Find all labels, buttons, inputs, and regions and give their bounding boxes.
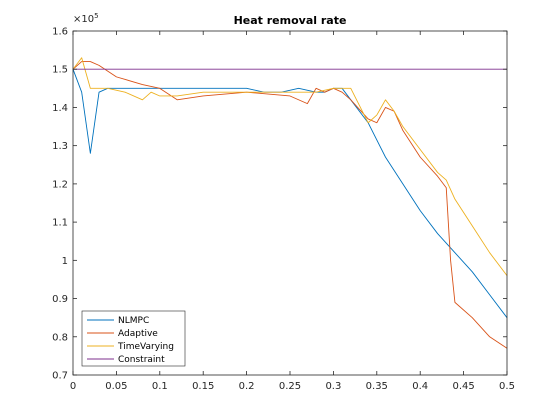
y-tick-label: 0.7 <box>52 371 68 382</box>
x-tick-label: 0.5 <box>499 381 515 392</box>
series-line-adaptive <box>72 61 508 349</box>
x-tick-label: 0.1 <box>152 381 168 392</box>
series-line-timevarying <box>72 57 508 276</box>
legend-label: NLMPC <box>118 316 149 326</box>
legend: NLMPC Adaptive TimeVarying Constraint <box>81 310 186 367</box>
y-tick-label: 1 <box>62 256 68 267</box>
x-tick-label: 0.45 <box>452 381 474 392</box>
series-line-nlmpc <box>72 69 508 318</box>
y-tick-label: 1.2 <box>52 179 68 190</box>
series-lines <box>72 57 508 349</box>
x-tick-label: 0.2 <box>239 381 255 392</box>
legend-label: TimeVarying <box>117 342 174 352</box>
y-tick-label: 1.3 <box>52 141 68 152</box>
x-tick-label: 0.3 <box>325 381 341 392</box>
y-tick-label: 0.8 <box>52 332 68 343</box>
y-tick-label: 1.5 <box>52 65 68 76</box>
y-tick-label: 0.9 <box>52 294 68 305</box>
x-tick-label: 0 <box>70 381 76 392</box>
x-tick-label: 0.35 <box>366 381 388 392</box>
y-tick-label: 1.4 <box>52 103 68 114</box>
legend-label: Adaptive <box>118 329 158 339</box>
x-tick-label: 0.05 <box>105 381 127 392</box>
x-axis: 0 0.05 0.1 0.15 0.2 0.25 0.3 0.35 0.4 0.45 0.5 <box>70 31 515 392</box>
x-tick-label: 0.4 <box>412 381 428 392</box>
x-tick-label: 0.25 <box>279 381 301 392</box>
y-axis: 0.7 0.8 0.9 1 1.1 1.2 1.3 1.4 1.5 1.6 <box>52 27 507 382</box>
x-tick-label: 0.15 <box>192 381 214 392</box>
y-exponent-label: ×105 <box>73 12 99 25</box>
chart-title: Heat removal rate <box>234 14 347 27</box>
y-tick-label: 1.6 <box>52 27 68 38</box>
y-tick-label: 1.1 <box>52 218 68 229</box>
legend-label: Constraint <box>118 355 165 365</box>
